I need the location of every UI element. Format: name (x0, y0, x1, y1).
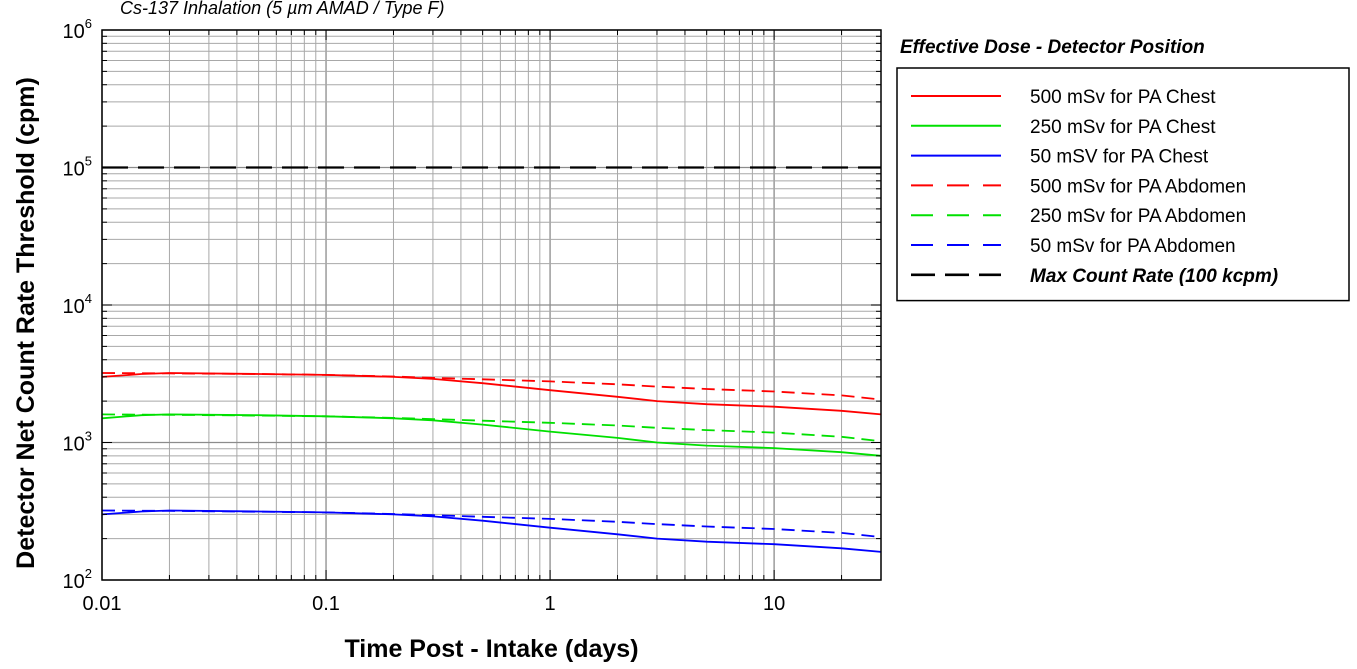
chart-subtitle: Cs-137 Inhalation (5 µm AMAD / Type F) (120, 0, 444, 18)
grid (101, 29, 882, 581)
legend-label-0: 500 mSv for PA Chest (1030, 87, 1216, 108)
series-line-0 (101, 372, 882, 416)
legend-label-4: 250 mSv for PA Abdomen (1030, 206, 1246, 227)
legend-label-2: 50 mSV for PA Chest (1030, 147, 1209, 168)
legend-title: Effective Dose - Detector Position (900, 37, 1205, 58)
legend: 500 mSv for PA Chest 250 mSv for PA Chest… (896, 67, 1350, 302)
y-tick-labels: 102 103 104 105 106 (63, 16, 92, 593)
y-axis-title: Detector Net Count Rate Threshold (cpm) (12, 77, 40, 569)
y-tick-label: 106 (63, 16, 92, 43)
tick-marks (101, 29, 882, 581)
series-layer (101, 166, 882, 553)
legend-label-5: 50 mSv for PA Abdomen (1030, 236, 1236, 257)
legend-label-1: 250 mSv for PA Chest (1030, 117, 1216, 138)
x-axis-title: Time Post - Intake (days) (344, 635, 638, 663)
x-tick-label: 0.1 (312, 593, 340, 615)
x-tick-label: 1 (545, 593, 556, 615)
series-line-5 (101, 509, 882, 538)
y-tick-label: 104 (63, 291, 92, 318)
series-line-2 (101, 509, 882, 553)
series-line-4 (101, 413, 882, 443)
x-tick-label: 0.01 (83, 593, 122, 615)
legend-box (896, 67, 1350, 302)
x-tick-labels: 0.01 0.1 1 10 (83, 593, 786, 615)
series-line-1 (101, 413, 882, 457)
series-line-3 (101, 372, 882, 401)
y-tick-label: 102 (63, 566, 92, 593)
x-tick-label: 10 (763, 593, 785, 615)
legend-label-3: 500 mSv for PA Abdomen (1030, 176, 1246, 197)
legend-label-6: Max Count Rate (100 kcpm) (1030, 266, 1278, 287)
y-tick-label: 103 (63, 429, 92, 456)
y-tick-label: 105 (63, 154, 92, 181)
